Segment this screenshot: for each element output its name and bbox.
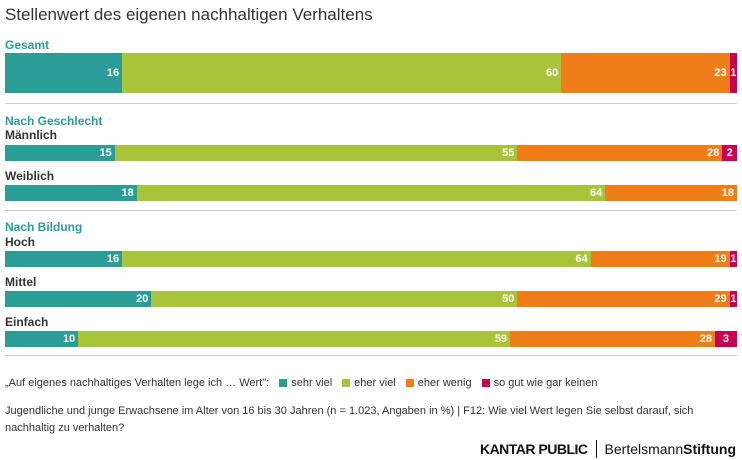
bar-segment-so-gut-wie-gar-keinen: 2 [722,145,737,161]
row-label: Einfach [5,315,49,329]
bertelsmann-text: Bertelsmann [604,441,684,457]
legend-swatch [342,379,351,387]
bar-segment-sehr-viel: 16 [5,251,123,267]
stacked-bar: 18 64 18 [5,185,737,201]
bar-segment-so-gut-wie-gar-keinen: 1 [729,53,737,93]
data-label: 18 [121,187,134,199]
stiftung-text: Stiftung [683,441,736,457]
data-label: 16 [106,67,120,79]
bar-segment-sehr-viel: 18 [5,185,137,201]
data-label: 1 [730,67,737,79]
section-divider [5,355,737,356]
data-label: 1 [730,253,737,265]
bar-segment-eher-wenig: 18 [605,185,737,201]
row-label: Weiblich [5,169,55,183]
bar-segment-eher-wenig: 28 [510,331,716,347]
bar-segment-so-gut-wie-gar-keinen: 1 [729,291,737,307]
legend-label: eher viel [354,377,396,389]
section-divider [5,210,737,211]
data-label: 16 [106,253,120,265]
row-label: Hoch [5,235,35,249]
data-label: 59 [494,333,508,345]
data-label: 1 [730,293,737,305]
section-header: Nach Bildung [5,220,83,234]
logo-divider [595,440,597,458]
section-divider [5,103,737,104]
bar-segment-eher-viel: 50 [151,291,518,307]
data-label: 3 [722,333,730,345]
data-label: 64 [575,253,588,265]
legend: „Auf eigenes nachhaltiges Verhalten lege… [5,377,598,389]
bar-segment-eher-viel: 64 [122,251,591,267]
bar-segment-eher-wenig: 29 [517,291,730,307]
data-label: 28 [707,147,720,159]
bar-segment-sehr-viel: 20 [5,291,152,307]
data-label: 2 [726,147,733,159]
data-label: 60 [546,67,559,79]
bar-segment-so-gut-wie-gar-keinen: 1 [729,251,737,267]
data-label: 23 [714,67,727,79]
bar-segment-eher-wenig: 19 [590,251,730,267]
bar-segment-sehr-viel: 15 [5,145,115,161]
data-label: 50 [502,293,515,305]
data-label: 64 [589,187,603,199]
bar-segment-eher-viel: 59 [78,331,511,347]
stacked-bar: 16 64 19 1 [5,251,737,267]
legend-label: so gut wie gar keinen [493,377,598,389]
data-label: 18 [721,187,734,199]
chart-title: Stellenwert des eigenen nachhaltigen Ver… [5,5,373,24]
stacked-bar: 16 60 23 1 [5,53,737,93]
data-label: 55 [502,147,515,159]
footnote: Jugendliche und junge Erwachsene im Alte… [5,405,694,434]
data-label: 15 [99,147,112,159]
data-label: 19 [714,253,727,265]
kantar-logo: KANTAR PUBLIC [479,441,588,457]
legend-prefix: „Auf eigenes nachhaltiges Verhalten lege… [5,377,270,389]
bar-segment-eher-viel: 64 [136,185,606,201]
stacked-bar: 15 55 28 2 [5,145,737,161]
bar-segment-sehr-viel: 16 [5,53,123,93]
legend-swatch [405,379,414,387]
data-label: 29 [714,293,727,305]
logos: KANTAR PUBLIC BertelsmannStiftung [480,440,736,458]
bar-segment-sehr-viel: 10 [5,331,79,347]
legend-swatch [481,379,490,387]
data-label: 28 [699,333,713,345]
section-header: Gesamt [5,38,50,52]
bar-segment-eher-wenig: 23 [561,53,730,93]
row-label: Mittel [5,275,37,289]
legend-swatch [279,379,288,387]
stacked-bar: 10 59 28 3 [5,331,737,347]
data-label: 10 [62,333,76,345]
stacked-bar: 20 50 29 1 [5,291,737,307]
data-label: 20 [136,293,149,305]
bar-segment-eher-viel: 60 [122,53,562,93]
bar-segment-eher-viel: 55 [114,145,518,161]
legend-label: sehr viel [291,377,333,389]
bar-segment-so-gut-wie-gar-keinen: 3 [715,331,737,347]
row-label: Männlich [5,128,58,142]
bar-segment-eher-wenig: 28 [517,145,723,161]
bertelsmann-logo: BertelsmannStiftung [605,441,736,457]
legend-label: eher wenig [417,377,472,389]
section-header: Nach Geschlecht [5,114,103,128]
